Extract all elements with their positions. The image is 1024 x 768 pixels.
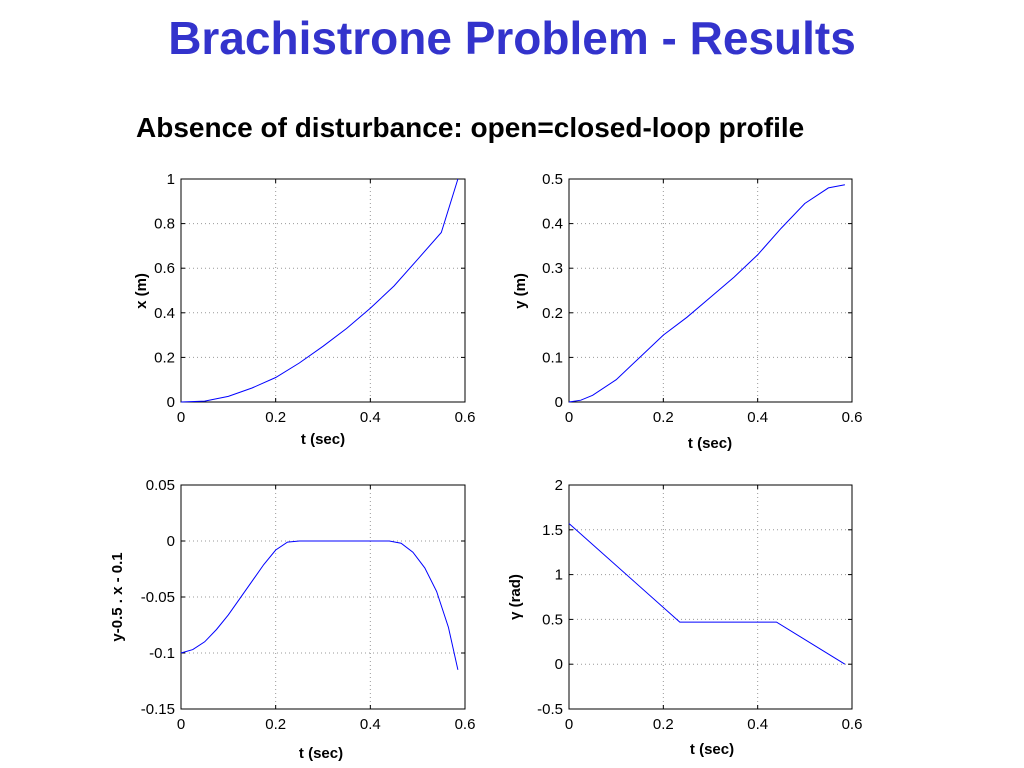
x-tick-label: 0.4 (747, 409, 768, 426)
y-tick-label: 0.5 (542, 171, 563, 188)
y-tick-label: 0.1 (542, 349, 563, 366)
plot-constraint-vs-t: 0 0.2 0.4 0.6 -0.15 -0.1 -0.05 0 0.05 t (sec) y-0.… (109, 477, 475, 762)
y-tick-label: -0.05 (141, 589, 175, 606)
y-tick-label: 1 (167, 171, 175, 188)
slide-title: Brachistrone Problem - Results (168, 12, 856, 64)
y-tick-label: 1 (555, 567, 563, 584)
y-tick-label: 0.4 (154, 305, 175, 322)
y-tick-label: 0.4 (542, 216, 563, 233)
x-axis-label: t (sec) (299, 745, 343, 762)
plot-gamma-vs-t: 0 0.2 0.4 0.6-0.500.511.52t (sec)γ (rad) (507, 477, 862, 758)
y-tick-label: 0 (555, 394, 563, 411)
x-tick-label: 0.6 (455, 409, 476, 426)
slide-subtitle: Absence of disturbance: open=closed-loop… (136, 112, 805, 143)
y-tick-label: 0 (167, 533, 175, 550)
x-tick-label: 0.4 (360, 716, 381, 733)
x-tick-label: 0.4 (360, 409, 381, 426)
y-tick-label: 0.3 (542, 260, 563, 277)
x-axis-label: t (sec) (688, 435, 732, 452)
axes-frame (180, 484, 466, 710)
y-tick-label: 0 (167, 394, 175, 411)
y-axis-label: y-0.5 . x - 0.1 (109, 552, 126, 641)
x-axis-label: t (sec) (301, 431, 345, 448)
x-tick-label: 0 (565, 716, 573, 733)
x-tick-label: 0 (565, 409, 573, 426)
y-tick-label: 0.6 (154, 260, 175, 277)
y-tick-label: -0.15 (141, 701, 175, 718)
x-tick-label: 0.6 (842, 409, 863, 426)
y-tick-label: 0.05 (146, 477, 175, 494)
y-tick-label: 0 (555, 656, 563, 673)
x-tick-label: 0.2 (653, 409, 674, 426)
x-tick-label: 0.2 (265, 716, 286, 733)
y-tick-label: 0.2 (542, 305, 563, 322)
x-tick-label: 0.6 (842, 716, 863, 733)
y-tick-label: 0.8 (154, 216, 175, 233)
series-line (568, 184, 845, 403)
y-axis-label: γ (rad) (507, 574, 524, 620)
y-axis-label: y (m) (512, 273, 529, 309)
plot-y-vs-t: 0 0.2 0.4 0.6 0 0.1 0.2 0.3 0.4 0.5 t (sec) y (m) (512, 171, 862, 452)
x-tick-label: 0.2 (653, 716, 674, 733)
x-tick-label: 0 (177, 716, 185, 733)
x-tick-label: 0.4 (747, 716, 768, 733)
axes-frame (180, 178, 466, 403)
y-tick-label: -0.5 (537, 701, 563, 718)
y-axis-label: x (m) (133, 273, 150, 309)
y-tick-label: -0.1 (149, 645, 175, 662)
axes-frame (568, 178, 853, 403)
x-tick-label: 0 (177, 409, 185, 426)
y-tick-label: 0.2 (154, 349, 175, 366)
x-tick-label: 0.6 (455, 716, 476, 733)
y-tick-label: 1.5 (542, 522, 563, 539)
y-tick-label: 0.5 (542, 611, 563, 628)
y-tick-label: 2 (555, 477, 563, 494)
series-line (180, 178, 459, 403)
axes-frame (568, 484, 853, 710)
x-axis-label: t (sec) (690, 741, 734, 758)
series-line (568, 523, 846, 665)
series-line (180, 540, 459, 670)
plot-x-vs-t: 0 0.2 0.4 0.6 0 0.2 0.4 0.6 0.8 1 t (sec) x (m) (133, 171, 475, 448)
x-tick-label: 0.2 (265, 409, 286, 426)
